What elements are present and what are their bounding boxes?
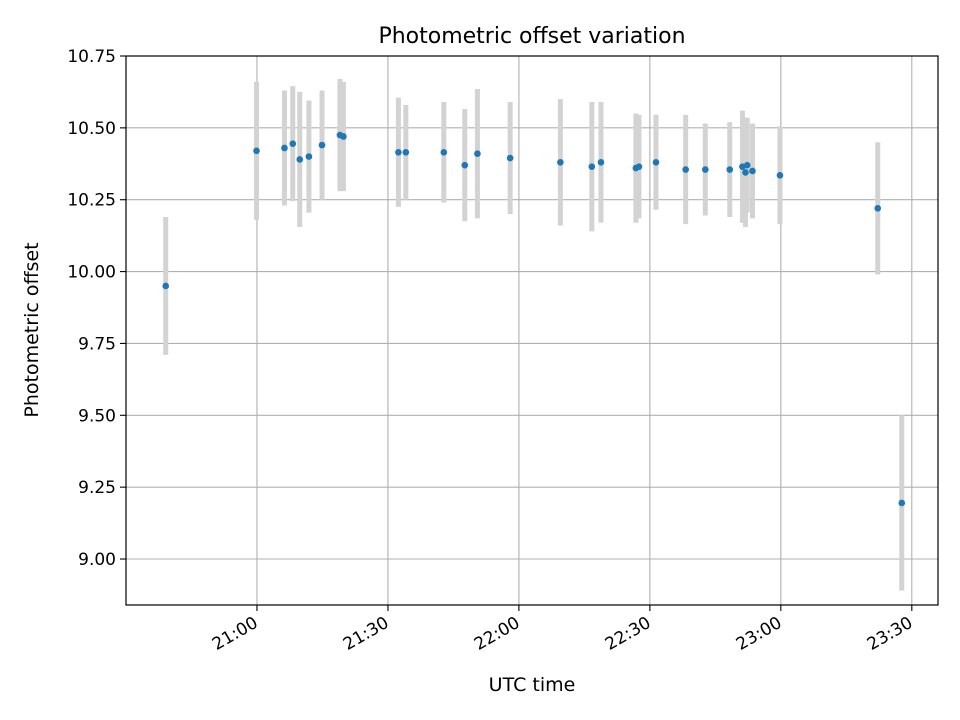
data-point — [749, 167, 756, 175]
data-point — [506, 154, 514, 162]
data-point — [461, 161, 469, 169]
y-tick-label: 9.75 — [78, 334, 116, 354]
data-point — [340, 133, 347, 140]
y-tick-label: 10.75 — [67, 47, 116, 67]
data-point — [743, 161, 751, 169]
data-point — [253, 147, 260, 155]
y-tick-label: 10.00 — [67, 263, 116, 283]
data-point — [395, 148, 402, 156]
data-point — [776, 171, 784, 179]
data-point — [682, 166, 689, 173]
data-point — [702, 166, 709, 173]
plot-frame — [125, 55, 939, 606]
data-point — [474, 150, 481, 158]
x-axis-label: UTC time — [489, 674, 576, 696]
y-tick-label: 9.25 — [78, 478, 116, 498]
data-point — [318, 141, 326, 149]
data-point — [296, 156, 304, 163]
data-point — [652, 159, 660, 166]
data-point — [597, 159, 605, 166]
data-point — [874, 205, 882, 212]
grid — [126, 55, 938, 605]
data-point — [898, 499, 906, 507]
data-point — [726, 166, 734, 173]
y-tick-label: 10.50 — [67, 119, 116, 139]
data-points — [162, 131, 906, 507]
data-point — [289, 140, 297, 147]
data-point — [635, 163, 643, 170]
data-point — [162, 282, 170, 290]
y-tick-label: 9.00 — [78, 550, 116, 570]
chart-title: Photometric offset variation — [378, 24, 685, 49]
data-point — [557, 159, 564, 166]
y-tick-label: 9.50 — [78, 406, 116, 426]
data-point — [742, 169, 749, 176]
y-axis-label: Photometric offset — [21, 242, 43, 417]
data-point — [305, 153, 313, 160]
data-point — [402, 148, 410, 156]
y-tick-label: 10.25 — [67, 191, 116, 211]
data-point — [440, 148, 448, 156]
data-point — [588, 163, 596, 170]
data-point — [281, 144, 288, 152]
